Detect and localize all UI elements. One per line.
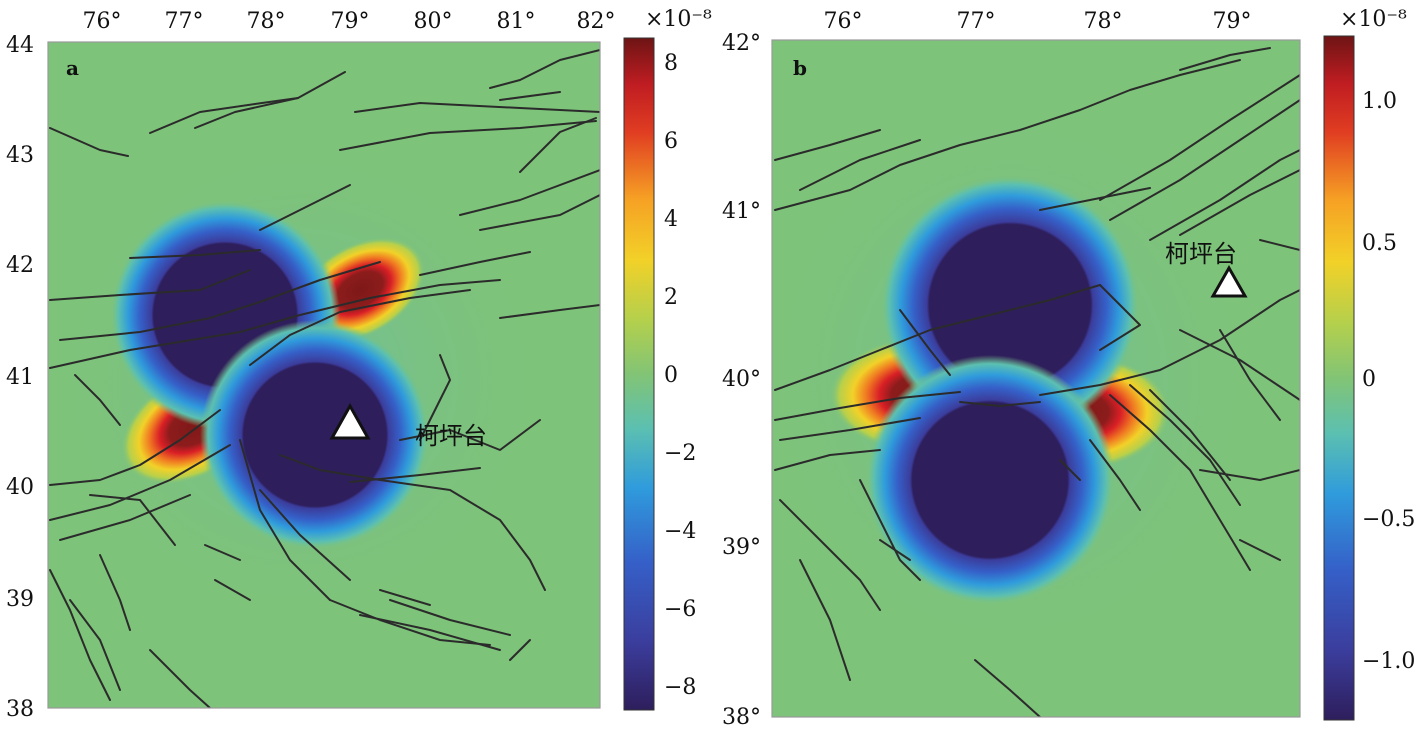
lat-tick: 41° bbox=[722, 199, 761, 224]
strain-field-b bbox=[772, 40, 1300, 717]
lat-tick: 42 bbox=[6, 253, 34, 278]
colorbar-b: ×10⁻⁸ 1.0 0.5 0 −0.5 −1.0 bbox=[1323, 7, 1415, 721]
lat-tick: 44 bbox=[6, 33, 34, 58]
colorbar-exponent: ×10⁻⁸ bbox=[1340, 7, 1407, 32]
blue-lobe-south bbox=[865, 355, 1115, 605]
lat-axis: 42° 41° 40° 39° 38° bbox=[722, 31, 761, 730]
lon-axis: 76° 77° 78° 79° 80° 81° 82° bbox=[83, 9, 616, 34]
colorbar-tick: −1.0 bbox=[1362, 649, 1415, 674]
panel-letter: b bbox=[793, 56, 807, 80]
lat-tick: 43 bbox=[6, 143, 34, 168]
colorbar-ramp bbox=[1323, 35, 1355, 721]
lon-tick: 80° bbox=[414, 9, 453, 34]
station-triangle-icon bbox=[329, 402, 371, 440]
colorbar-tick: −2 bbox=[664, 441, 696, 466]
panel-a: 柯坪台 a 76° 77° 78° 79° 80° 81° 82° 44 43 … bbox=[6, 7, 712, 722]
lon-tick: 78° bbox=[1084, 9, 1123, 34]
lat-tick: 38° bbox=[722, 705, 761, 730]
lat-tick: 41 bbox=[6, 365, 34, 390]
colorbar-tick: −4 bbox=[664, 519, 696, 544]
blue-lobe-se bbox=[200, 320, 430, 550]
lon-axis: 76° 77° 78° 79° bbox=[824, 9, 1252, 34]
lon-tick: 76° bbox=[83, 9, 122, 34]
station-label: 柯坪台 bbox=[1165, 240, 1237, 268]
lon-tick: 78° bbox=[247, 9, 286, 34]
panel-letter: a bbox=[66, 56, 79, 80]
lon-tick: 79° bbox=[1213, 9, 1252, 34]
colorbar-tick: −6 bbox=[664, 597, 696, 622]
colorbar-tick: −0.5 bbox=[1362, 507, 1415, 532]
colorbar-ramp bbox=[623, 37, 655, 711]
lon-tick: 76° bbox=[824, 9, 863, 34]
colorbar-tick: 4 bbox=[664, 207, 678, 232]
fault-lines-a bbox=[49, 49, 600, 708]
lon-tick: 77° bbox=[957, 9, 996, 34]
colorbar-exponent: ×10⁻⁸ bbox=[645, 7, 712, 32]
station-label: 柯坪台 bbox=[415, 422, 487, 450]
colorbar-tick: 1.0 bbox=[1362, 89, 1397, 114]
colorbar-tick: 2 bbox=[664, 285, 678, 310]
strain-field-a bbox=[48, 42, 600, 708]
colorbar-tick: 0 bbox=[1362, 367, 1376, 392]
lat-tick: 39° bbox=[722, 535, 761, 560]
colorbar-a: ×10⁻⁸ 8 6 4 2 0 −2 −4 −6 −8 bbox=[623, 7, 712, 711]
lat-tick: 39 bbox=[6, 587, 34, 612]
lon-tick: 81° bbox=[497, 9, 536, 34]
colorbar-tick: 0.5 bbox=[1362, 231, 1397, 256]
colorbar-tick: −8 bbox=[664, 675, 696, 700]
map-frame bbox=[771, 39, 1301, 718]
lat-tick: 42° bbox=[722, 31, 761, 56]
lat-axis: 44 43 42 41 40 39 38 bbox=[6, 33, 34, 722]
station-triangle-icon bbox=[1210, 264, 1248, 298]
colorbar-tick: 6 bbox=[664, 129, 678, 154]
map-frame bbox=[47, 41, 601, 709]
colorbar-tick: 0 bbox=[664, 363, 678, 388]
fault-lines-b bbox=[774, 47, 1300, 717]
lat-tick: 38 bbox=[6, 697, 34, 722]
lon-tick: 77° bbox=[165, 9, 204, 34]
lat-tick: 40° bbox=[722, 367, 761, 392]
lon-tick: 79° bbox=[331, 9, 370, 34]
colorbar-tick: 8 bbox=[664, 51, 678, 76]
lat-tick: 40 bbox=[6, 475, 34, 500]
panel-b: 柯坪台 b 76° 77° 78° 79° 42° 41° 40° 39° 38… bbox=[722, 7, 1415, 730]
lon-tick: 82° bbox=[577, 9, 616, 34]
